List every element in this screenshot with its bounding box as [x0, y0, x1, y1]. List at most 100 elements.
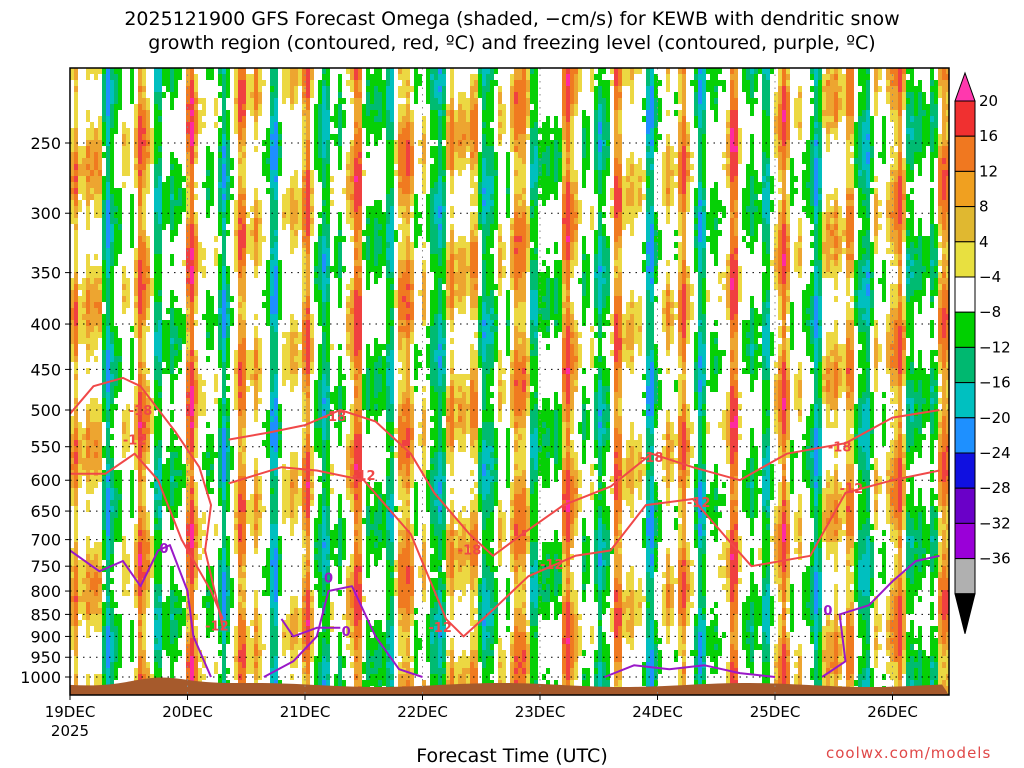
omega-cell: [86, 554, 90, 560]
omega-cell: [342, 188, 346, 194]
omega-cell: [370, 680, 374, 686]
omega-cell: [74, 242, 78, 248]
omega-cell: [206, 146, 210, 152]
omega-cell: [154, 458, 158, 464]
omega-cell: [170, 80, 174, 86]
omega-cell: [134, 542, 138, 548]
omega-cell: [366, 386, 370, 392]
omega-cell: [250, 356, 254, 362]
omega-cell: [190, 350, 194, 356]
omega-cell: [242, 134, 246, 140]
omega-cell: [258, 242, 262, 248]
omega-cell: [74, 350, 78, 356]
omega-cell: [366, 356, 370, 362]
omega-cell: [138, 422, 142, 428]
omega-cell: [222, 320, 226, 326]
omega-cell: [366, 620, 370, 626]
omega-cell: [90, 278, 94, 284]
omega-cell: [190, 470, 194, 476]
omega-cell: [270, 86, 274, 92]
omega-cell: [158, 284, 162, 290]
omega-cell: [106, 638, 110, 644]
omega-cell: [78, 188, 82, 194]
omega-cell: [242, 656, 246, 662]
omega-cell: [282, 506, 286, 512]
omega-cell: [162, 632, 166, 638]
omega-cell: [106, 194, 110, 200]
omega-cell: [74, 290, 78, 296]
omega-cell: [270, 242, 274, 248]
omega-cell: [186, 626, 190, 632]
omega-cell: [106, 584, 110, 590]
omega-cell: [138, 284, 142, 290]
omega-cell: [90, 458, 94, 464]
omega-cell: [138, 74, 142, 80]
omega-cell: [234, 668, 238, 674]
omega-cell: [142, 524, 146, 530]
omega-cell: [146, 512, 150, 518]
omega-cell: [294, 662, 298, 668]
omega-cell: [210, 440, 214, 446]
omega-cell: [154, 596, 158, 602]
omega-cell: [222, 368, 226, 374]
omega-cell: [354, 632, 358, 638]
omega-cell: [158, 452, 162, 458]
omega-cell: [302, 602, 306, 608]
omega-cell: [106, 464, 110, 470]
omega-cell: [234, 236, 238, 242]
omega-cell: [138, 350, 142, 356]
omega-cell: [246, 644, 250, 650]
omega-cell: [310, 470, 314, 476]
omega-cell: [138, 116, 142, 122]
omega-cell: [138, 236, 142, 242]
omega-cell: [358, 218, 362, 224]
omega-cell: [214, 452, 218, 458]
omega-cell: [158, 266, 162, 272]
omega-cell: [114, 260, 118, 266]
omega-cell: [110, 326, 114, 332]
omega-cell: [166, 80, 170, 86]
omega-cell: [234, 404, 238, 410]
omega-cell: [226, 476, 230, 482]
omega-cell: [82, 332, 86, 338]
omega-cell: [254, 632, 258, 638]
omega-cell: [110, 182, 114, 188]
omega-cell: [82, 572, 86, 578]
omega-cell: [242, 128, 246, 134]
omega-cell: [194, 266, 198, 272]
omega-cell: [302, 404, 306, 410]
omega-cell: [190, 668, 194, 674]
omega-cell: [234, 104, 238, 110]
omega-cell: [326, 458, 330, 464]
omega-cell: [134, 404, 138, 410]
omega-cell: [338, 440, 342, 446]
omega-cell: [154, 494, 158, 500]
omega-cell: [158, 572, 162, 578]
omega-cell: [274, 374, 278, 380]
omega-cell: [226, 362, 230, 368]
omega-cell: [82, 578, 86, 584]
omega-cell: [194, 350, 198, 356]
omega-cell: [366, 128, 370, 134]
omega-cell: [310, 650, 314, 656]
omega-cell: [270, 536, 274, 542]
omega-cell: [350, 608, 354, 614]
omega-cell: [154, 290, 158, 296]
omega-cell: [202, 452, 206, 458]
omega-cell: [302, 302, 306, 308]
omega-cell: [110, 536, 114, 542]
omega-cell: [114, 662, 118, 668]
omega-cell: [174, 158, 178, 164]
omega-cell: [218, 194, 222, 200]
omega-cell: [206, 620, 210, 626]
omega-cell: [350, 638, 354, 644]
omega-cell: [306, 164, 310, 170]
omega-cell: [146, 254, 150, 260]
omega-cell: [130, 620, 134, 626]
omega-cell: [194, 572, 198, 578]
omega-cell: [306, 314, 310, 320]
omega-cell: [74, 398, 78, 404]
omega-cell: [102, 254, 106, 260]
omega-cell: [222, 434, 226, 440]
omega-cell: [98, 572, 102, 578]
